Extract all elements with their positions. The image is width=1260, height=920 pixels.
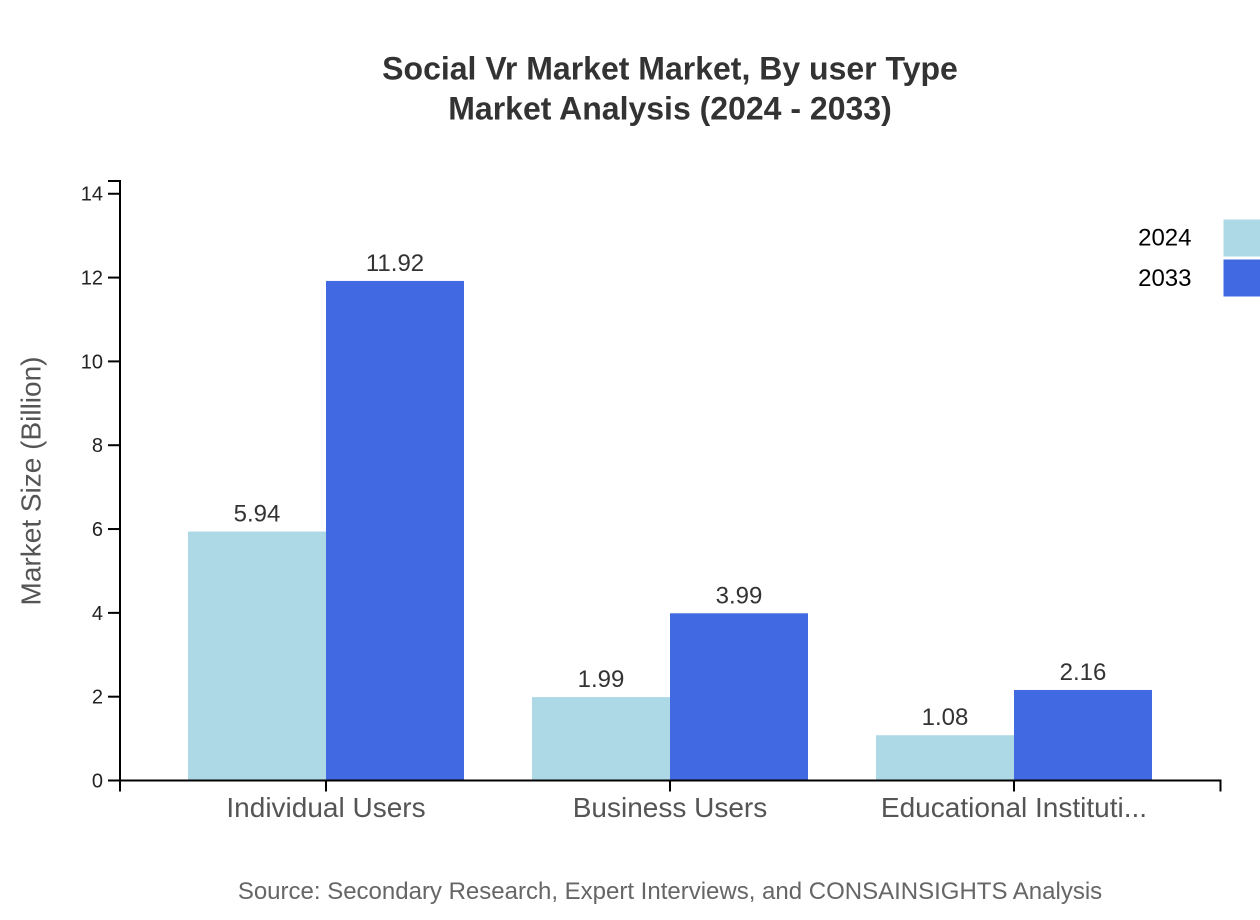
svg-text:2.16: 2.16 xyxy=(1060,659,1107,686)
svg-text:2033: 2033 xyxy=(1138,265,1191,292)
svg-text:Educational Instituti...: Educational Instituti... xyxy=(881,792,1147,823)
svg-text:3.99: 3.99 xyxy=(716,582,763,609)
svg-text:8: 8 xyxy=(92,435,103,457)
svg-text:5.94: 5.94 xyxy=(234,501,281,528)
svg-text:14: 14 xyxy=(81,184,103,206)
svg-text:10: 10 xyxy=(81,351,103,373)
svg-text:Social Vr Market Market, By us: Social Vr Market Market, By user Type xyxy=(382,51,958,87)
svg-text:0: 0 xyxy=(92,770,103,792)
svg-text:1.99: 1.99 xyxy=(578,666,625,693)
svg-text:1.08: 1.08 xyxy=(922,704,969,731)
svg-text:Individual Users: Individual Users xyxy=(226,792,425,823)
svg-text:Source: Secondary Research, Ex: Source: Secondary Research, Expert Inter… xyxy=(238,878,1102,905)
svg-text:2024: 2024 xyxy=(1138,225,1191,252)
svg-text:11.92: 11.92 xyxy=(366,250,424,277)
svg-text:12: 12 xyxy=(81,268,103,290)
svg-text:Market Size (Billion): Market Size (Billion) xyxy=(16,357,47,606)
svg-text:4: 4 xyxy=(92,603,103,625)
svg-text:Business Users: Business Users xyxy=(573,792,768,823)
svg-text:6: 6 xyxy=(92,519,103,541)
svg-text:Market Analysis (2024 - 2033): Market Analysis (2024 - 2033) xyxy=(448,91,892,127)
svg-text:2: 2 xyxy=(92,687,103,709)
